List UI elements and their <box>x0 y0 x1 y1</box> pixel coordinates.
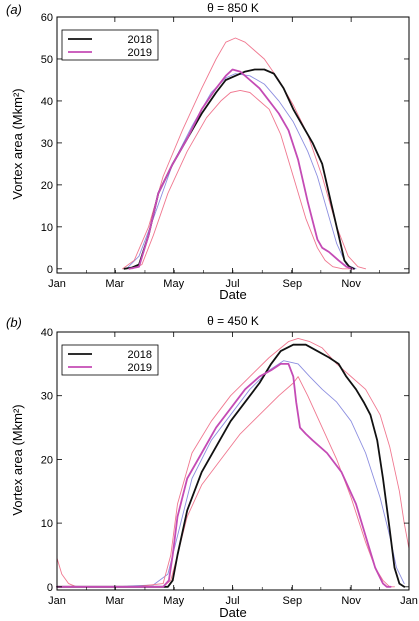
panel-b: (b) θ = 450 K Date Vortex area (Mkm²) Ja… <box>6 314 418 620</box>
panel-label: (a) <box>6 2 22 17</box>
x-tick-label: Jul <box>225 278 239 290</box>
legend-box <box>61 344 159 376</box>
legend-label-2019: 2019 <box>128 47 152 59</box>
series-line-2019 <box>56 362 392 588</box>
series-line-2018 <box>56 343 406 588</box>
x-tick-label: Jan <box>400 595 418 607</box>
series-line-lower <box>56 376 395 588</box>
legend-label-2019: 2019 <box>128 362 152 374</box>
tick-labels: Jan Mar May Jul Sep Nov 0 10 20 30 40 50 60 <box>41 12 362 290</box>
panel-label: (b) <box>6 315 22 330</box>
y-axis-label: Vortex area (Mkm²) <box>10 88 25 199</box>
y-tick-label: 40 <box>41 327 53 339</box>
y-tick-label: 60 <box>41 12 53 24</box>
tick-marks <box>56 16 410 273</box>
y-tick-label: 20 <box>41 180 53 192</box>
x-tick-label: May <box>163 278 184 290</box>
y-tick-label: 10 <box>41 518 53 530</box>
legend-label-2018: 2018 <box>128 34 152 46</box>
legend: 2018 2019 <box>61 29 159 61</box>
series-group <box>56 337 410 588</box>
y-tick-label: 0 <box>47 264 53 276</box>
chart-title: θ = 450 K <box>207 314 259 328</box>
y-tick-label: 30 <box>41 391 53 403</box>
y-tick-label: 50 <box>41 54 53 66</box>
x-tick-label: Jan <box>48 278 66 290</box>
chart-title: θ = 850 K <box>207 1 259 15</box>
series-line-mean <box>125 73 357 270</box>
x-tick-label: Mar <box>105 595 124 607</box>
series-line-upper <box>56 337 410 588</box>
series-group <box>122 37 367 270</box>
legend-label-2018: 2018 <box>128 349 152 361</box>
x-tick-label: Jan <box>48 595 66 607</box>
x-tick-label: Sep <box>283 595 303 607</box>
series-line-mean <box>56 360 405 588</box>
legend: 2018 2019 <box>61 344 159 376</box>
x-axis-label: Date <box>219 287 246 302</box>
x-tick-label: May <box>163 595 184 607</box>
y-axis-label: Vortex area (Mkm²) <box>10 404 25 515</box>
x-tick-label: Nov <box>341 278 361 290</box>
legend-box <box>61 29 159 61</box>
x-axis-label: Date <box>219 605 246 620</box>
x-tick-label: Mar <box>105 278 124 290</box>
x-tick-label: Jul <box>225 595 239 607</box>
x-tick-label: Nov <box>341 595 361 607</box>
y-tick-label: 20 <box>41 454 53 466</box>
tick-marks <box>56 331 410 590</box>
panel-a: (a) θ = 850 K Date Vortex area (Mkm²) Ja… <box>6 1 410 302</box>
y-tick-label: 10 <box>41 222 53 234</box>
y-tick-label: 0 <box>47 582 53 594</box>
series-line-2019 <box>128 68 354 270</box>
y-tick-label: 40 <box>41 96 53 108</box>
x-tick-label: Sep <box>283 278 303 290</box>
y-tick-label: 30 <box>41 138 53 150</box>
series-line-lower <box>131 89 352 270</box>
